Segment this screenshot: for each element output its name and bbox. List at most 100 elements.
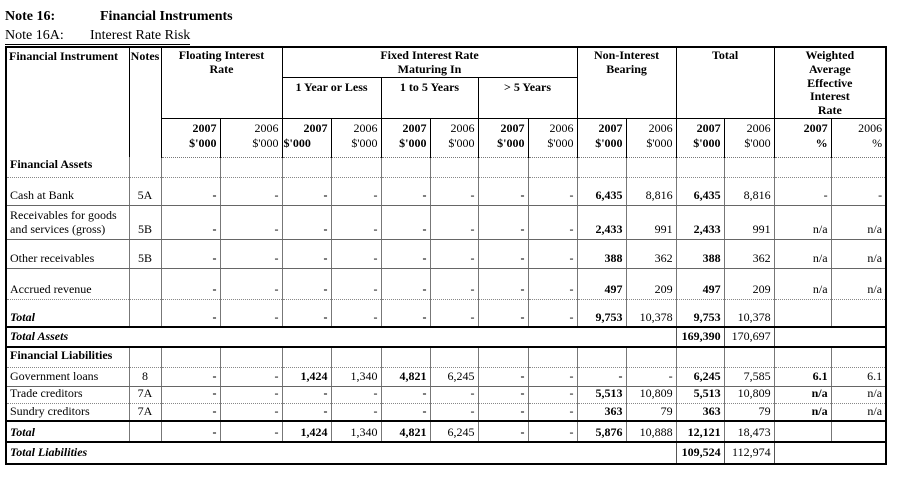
cell-value: 9,753: [675, 299, 725, 329]
cell-value: -: [527, 239, 578, 269]
cell-value: 6,245: [429, 421, 478, 444]
cell-value: -: [281, 299, 331, 329]
cell-value: -: [773, 177, 832, 206]
cell-value: [625, 347, 677, 368]
cell-value: 79: [625, 403, 677, 423]
cell-value: [527, 347, 578, 368]
col-group-floating-interest-rate: Floating Interest Rate: [160, 47, 282, 119]
table-row: Total Liabilities 109,524 112,974: [6, 442, 887, 465]
row-label: Financial Liabilities: [6, 347, 129, 368]
row-note: [128, 421, 161, 444]
cell-value: [830, 421, 887, 444]
row-label: Other receivables: [6, 239, 129, 269]
cell-value: [625, 157, 677, 178]
cell-value: [160, 157, 220, 178]
cell-value: 2,433: [675, 205, 725, 240]
col-group-fixed-interest-rate: Fixed Interest Rate Maturing In: [281, 47, 578, 78]
row-label: Total Liabilities: [10, 445, 88, 460]
cell-value: [330, 347, 381, 368]
cell-value: -: [330, 239, 381, 269]
cell-value: -: [380, 177, 430, 206]
cell-weighted-average-blank: [773, 442, 887, 465]
row-note: 5B: [128, 239, 161, 269]
cell-value: 1,424: [281, 367, 331, 387]
cell-value: -: [477, 386, 528, 404]
cell-value: 1,340: [330, 367, 381, 387]
note-16a-subtitle: Note 16A: Interest Rate Risk: [5, 27, 900, 45]
cell-value: 991: [723, 205, 775, 240]
cell-value: [380, 347, 430, 368]
cell-value: -: [429, 177, 478, 206]
cell-value: 10,378: [723, 299, 775, 329]
cell-value: -: [160, 403, 220, 423]
cell-value: -: [219, 299, 282, 329]
row-label: Accrued revenue: [6, 268, 129, 300]
cell-value: 10,809: [625, 386, 677, 404]
cell-value: -: [429, 205, 478, 240]
cell-value: -: [576, 367, 627, 387]
cell-value: -: [477, 177, 528, 206]
cell-value: n/a: [773, 403, 832, 423]
note-16-title: Note 16: Financial Instruments: [5, 8, 900, 26]
row-label: Cash at Bank: [6, 177, 129, 206]
cell-value: [723, 347, 775, 368]
cell-total-2007: 169,390: [675, 327, 725, 349]
row-label: Total Assets: [6, 327, 677, 349]
cell-value: 12,121: [675, 421, 725, 444]
col-group-weighted-average: Weighted Average Effective Interest Rate: [773, 47, 887, 119]
col-group-non-interest-bearing: Non-Interest Bearing: [576, 47, 677, 119]
cell-value: n/a: [830, 205, 887, 240]
cell-value: -: [527, 177, 578, 206]
header-row-maturity: 1 Year or Less 1 to 5 Years > 5 Years: [6, 77, 886, 119]
year-col-gt5-2007: 2007 $'000: [477, 117, 528, 158]
cell-value: -: [330, 299, 381, 329]
cell-value: -: [527, 205, 578, 240]
col-header-notes: Notes: [128, 47, 161, 158]
header-row-years: 2007 $'000 2006 $'000 2007 $'000 2006 $'000 …: [6, 117, 887, 158]
cell-value: -: [527, 386, 578, 404]
row-note: [128, 347, 161, 368]
table-row: Total - - - - - - - -9,753 10,378 9,753 10,378: [6, 299, 887, 329]
row-note: 5B: [128, 205, 161, 240]
year-col-nib-2007: 2007 $'000: [576, 117, 627, 158]
cell-value: 18,473: [723, 421, 775, 444]
cell-value: -: [219, 239, 282, 269]
cell-value: -: [281, 177, 331, 206]
row-note: 5A: [128, 177, 161, 206]
table-row: Total Assets 169,390 170,697: [6, 327, 887, 349]
cell-value: -: [219, 403, 282, 423]
cell-value: -: [219, 268, 282, 300]
cell-value: 10,809: [723, 386, 775, 404]
cell-value: [477, 157, 528, 178]
cell-value: -: [477, 239, 528, 269]
cell-value: -: [330, 403, 381, 423]
year-col-1yr-2007: 2007 $'000: [281, 117, 331, 158]
row-label: Receivables for goods and services (gros…: [6, 205, 129, 240]
row-note: [128, 268, 161, 300]
cell-value: [429, 157, 478, 178]
cell-value: -: [477, 421, 528, 444]
cell-total-2006: 112,974: [723, 442, 775, 465]
cell-value: 6.1: [830, 367, 887, 387]
cell-value: -: [429, 403, 478, 423]
cell-value: -: [477, 205, 528, 240]
table-body: Financial Assets Cash at Bank 5A - - - - - - - -6,…: [6, 157, 887, 465]
cell-value: -: [330, 177, 381, 206]
cell-value: -: [477, 367, 528, 387]
table-row: Total - -1,424 1,340 4,821 6,245- -5,876 10,888…: [6, 421, 887, 444]
table-row: Financial Liabilities: [6, 347, 887, 368]
cell-value: 4,821: [380, 421, 430, 444]
cell-value: [576, 347, 627, 368]
cell-value: -: [160, 299, 220, 329]
cell-value: -: [160, 205, 220, 240]
cell-value: -: [477, 403, 528, 423]
row-label: Trade creditors: [6, 386, 129, 404]
cell-value: 363: [675, 403, 725, 423]
row-label: Financial Assets: [6, 157, 129, 178]
cell-value: n/a: [830, 239, 887, 269]
row-note: [128, 299, 161, 329]
row-note: 7A: [128, 403, 161, 423]
cell-value: 388: [675, 239, 725, 269]
col-group-total: Total: [675, 47, 775, 119]
cell-value: -: [219, 386, 282, 404]
